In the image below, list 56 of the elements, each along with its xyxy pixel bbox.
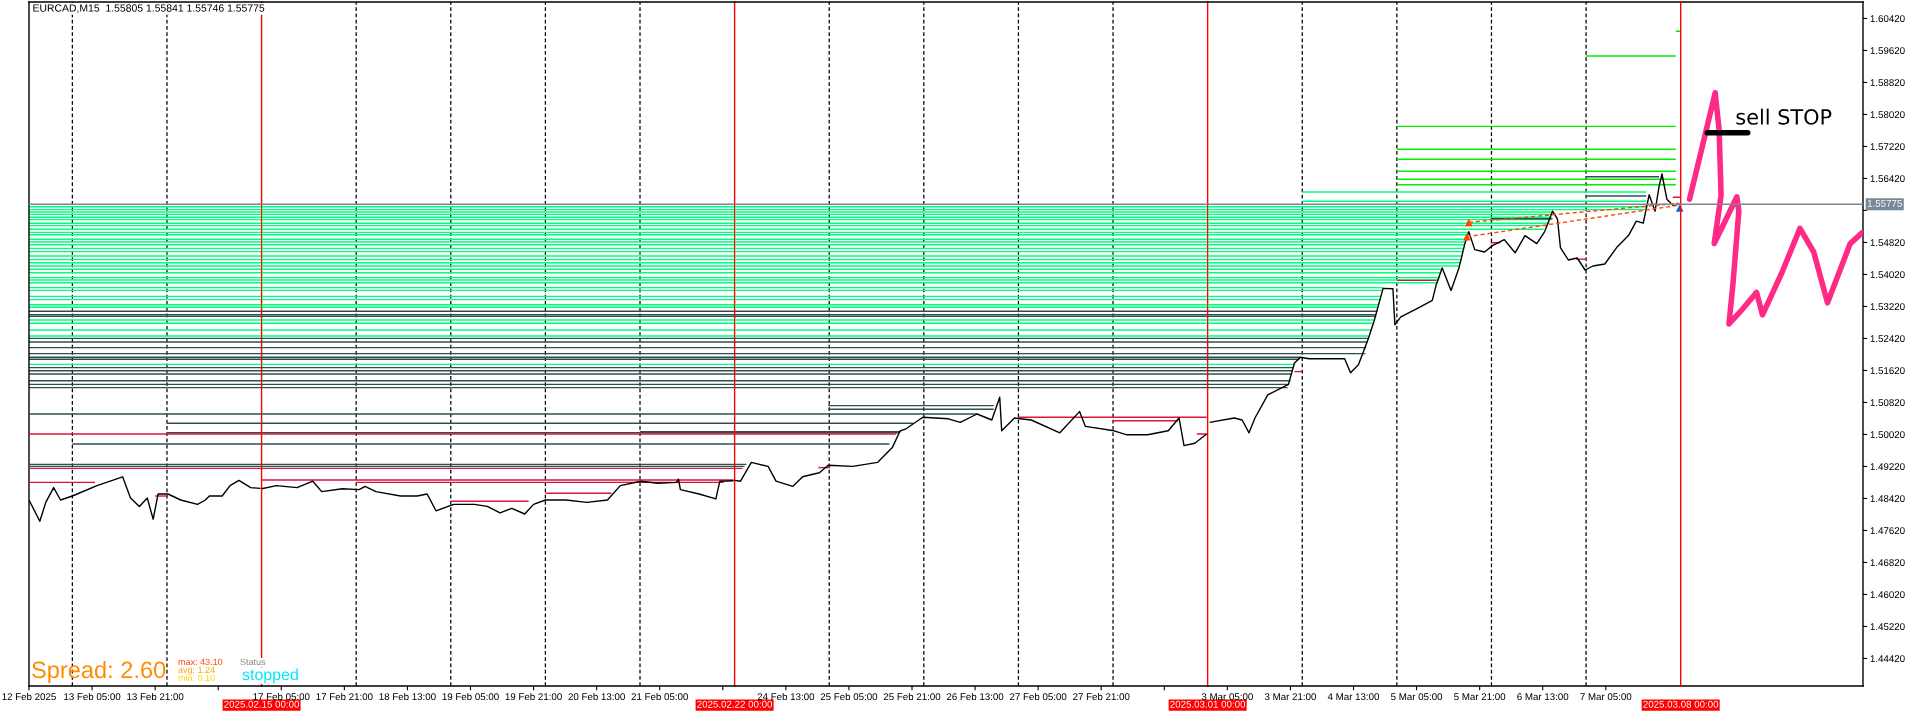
y-tick-label: 1.58020	[1870, 111, 1905, 119]
annotation: sell STOP	[1736, 108, 1832, 125]
x-tick-label: 17 Feb 05:00	[253, 692, 310, 701]
ref-line-label: 2025.02.15 00:00	[224, 700, 300, 708]
x-tick-label: 13 Feb 21:00	[127, 692, 184, 701]
x-tick-label: 25 Feb 21:00	[883, 692, 941, 701]
annotation: avg: 1.24	[178, 666, 215, 675]
x-tick-label: 19 Feb 21:00	[505, 692, 562, 701]
chart-title: EURCAD,M15 1.55805 1.55841 1.55746 1.55775	[33, 4, 265, 13]
y-tick-label: 1.52420	[1870, 335, 1905, 343]
x-tick-label: 25 Feb 05:00	[820, 692, 878, 701]
x-tick-label: 24 Feb 13:00	[757, 692, 815, 701]
y-tick-label: 1.45220	[1870, 623, 1905, 631]
x-tick-label: 5 Mar 05:00	[1391, 693, 1443, 701]
ref-line-label: 1.55775	[1867, 200, 1902, 207]
x-tick-label: 5 Mar 21:00	[1454, 693, 1506, 701]
y-tick-label: 1.50820	[1870, 399, 1905, 407]
y-tick-label: 1.51620	[1870, 367, 1905, 375]
x-tick-label: 3 Mar 05:00	[1201, 693, 1253, 701]
annotation: max: 43.10	[178, 658, 223, 666]
y-tick-label: 1.59620	[1870, 47, 1905, 55]
annotation: min: 0.10	[178, 674, 215, 682]
y-tick-label: 1.47620	[1870, 527, 1905, 535]
y-tick-label: 1.54820	[1870, 239, 1905, 247]
x-tick-label: 26 Feb 13:00	[946, 692, 1004, 701]
x-tick-label: 21 Feb 05:00	[631, 692, 688, 701]
x-tick-label: 3 Mar 21:00	[1264, 693, 1316, 701]
x-tick-label: 12 Feb 2025	[2, 692, 56, 701]
annotation: stopped	[242, 668, 298, 684]
ref-line-label: 2025.02.22 00:00	[697, 700, 773, 708]
y-tick-label: 1.60420	[1870, 15, 1905, 23]
y-tick-label: 1.46820	[1870, 559, 1905, 567]
ref-line-label: 2025.03.08 00:00	[1643, 700, 1719, 708]
y-tick-label: 1.57220	[1870, 143, 1905, 151]
y-tick-label: 1.53220	[1870, 303, 1905, 311]
x-tick-label: 18 Feb 13:00	[379, 692, 436, 701]
x-tick-label: 13 Feb 05:00	[64, 692, 121, 701]
annotation: Status	[240, 658, 266, 666]
x-tick-label: 19 Feb 05:00	[442, 692, 499, 701]
x-tick-label: 20 Feb 13:00	[568, 692, 625, 701]
x-tick-label: 17 Feb 21:00	[316, 692, 373, 701]
x-tick-label: 7 Mar 05:00	[1580, 693, 1632, 701]
y-tick-label: 1.50020	[1870, 431, 1905, 439]
y-tick-label: 1.44420	[1870, 655, 1905, 663]
y-tick-label: 1.58820	[1870, 79, 1905, 87]
x-tick-label: 27 Feb 21:00	[1073, 692, 1130, 701]
y-tick-label: 1.49220	[1870, 463, 1905, 471]
x-tick-label: 6 Mar 13:00	[1517, 693, 1569, 701]
y-tick-label: 1.56420	[1870, 175, 1905, 183]
y-tick-label: 1.48420	[1870, 495, 1905, 503]
x-tick-label: 4 Mar 13:00	[1327, 693, 1380, 701]
y-tick-label: 1.46020	[1870, 591, 1905, 599]
y-tick-label: 1.54020	[1870, 271, 1905, 279]
ref-line-label: 2025.03.01 00:00	[1170, 700, 1246, 708]
x-tick-label: 27 Feb 05:00	[1009, 692, 1067, 701]
annotation: Spread: 2.60	[32, 660, 166, 683]
